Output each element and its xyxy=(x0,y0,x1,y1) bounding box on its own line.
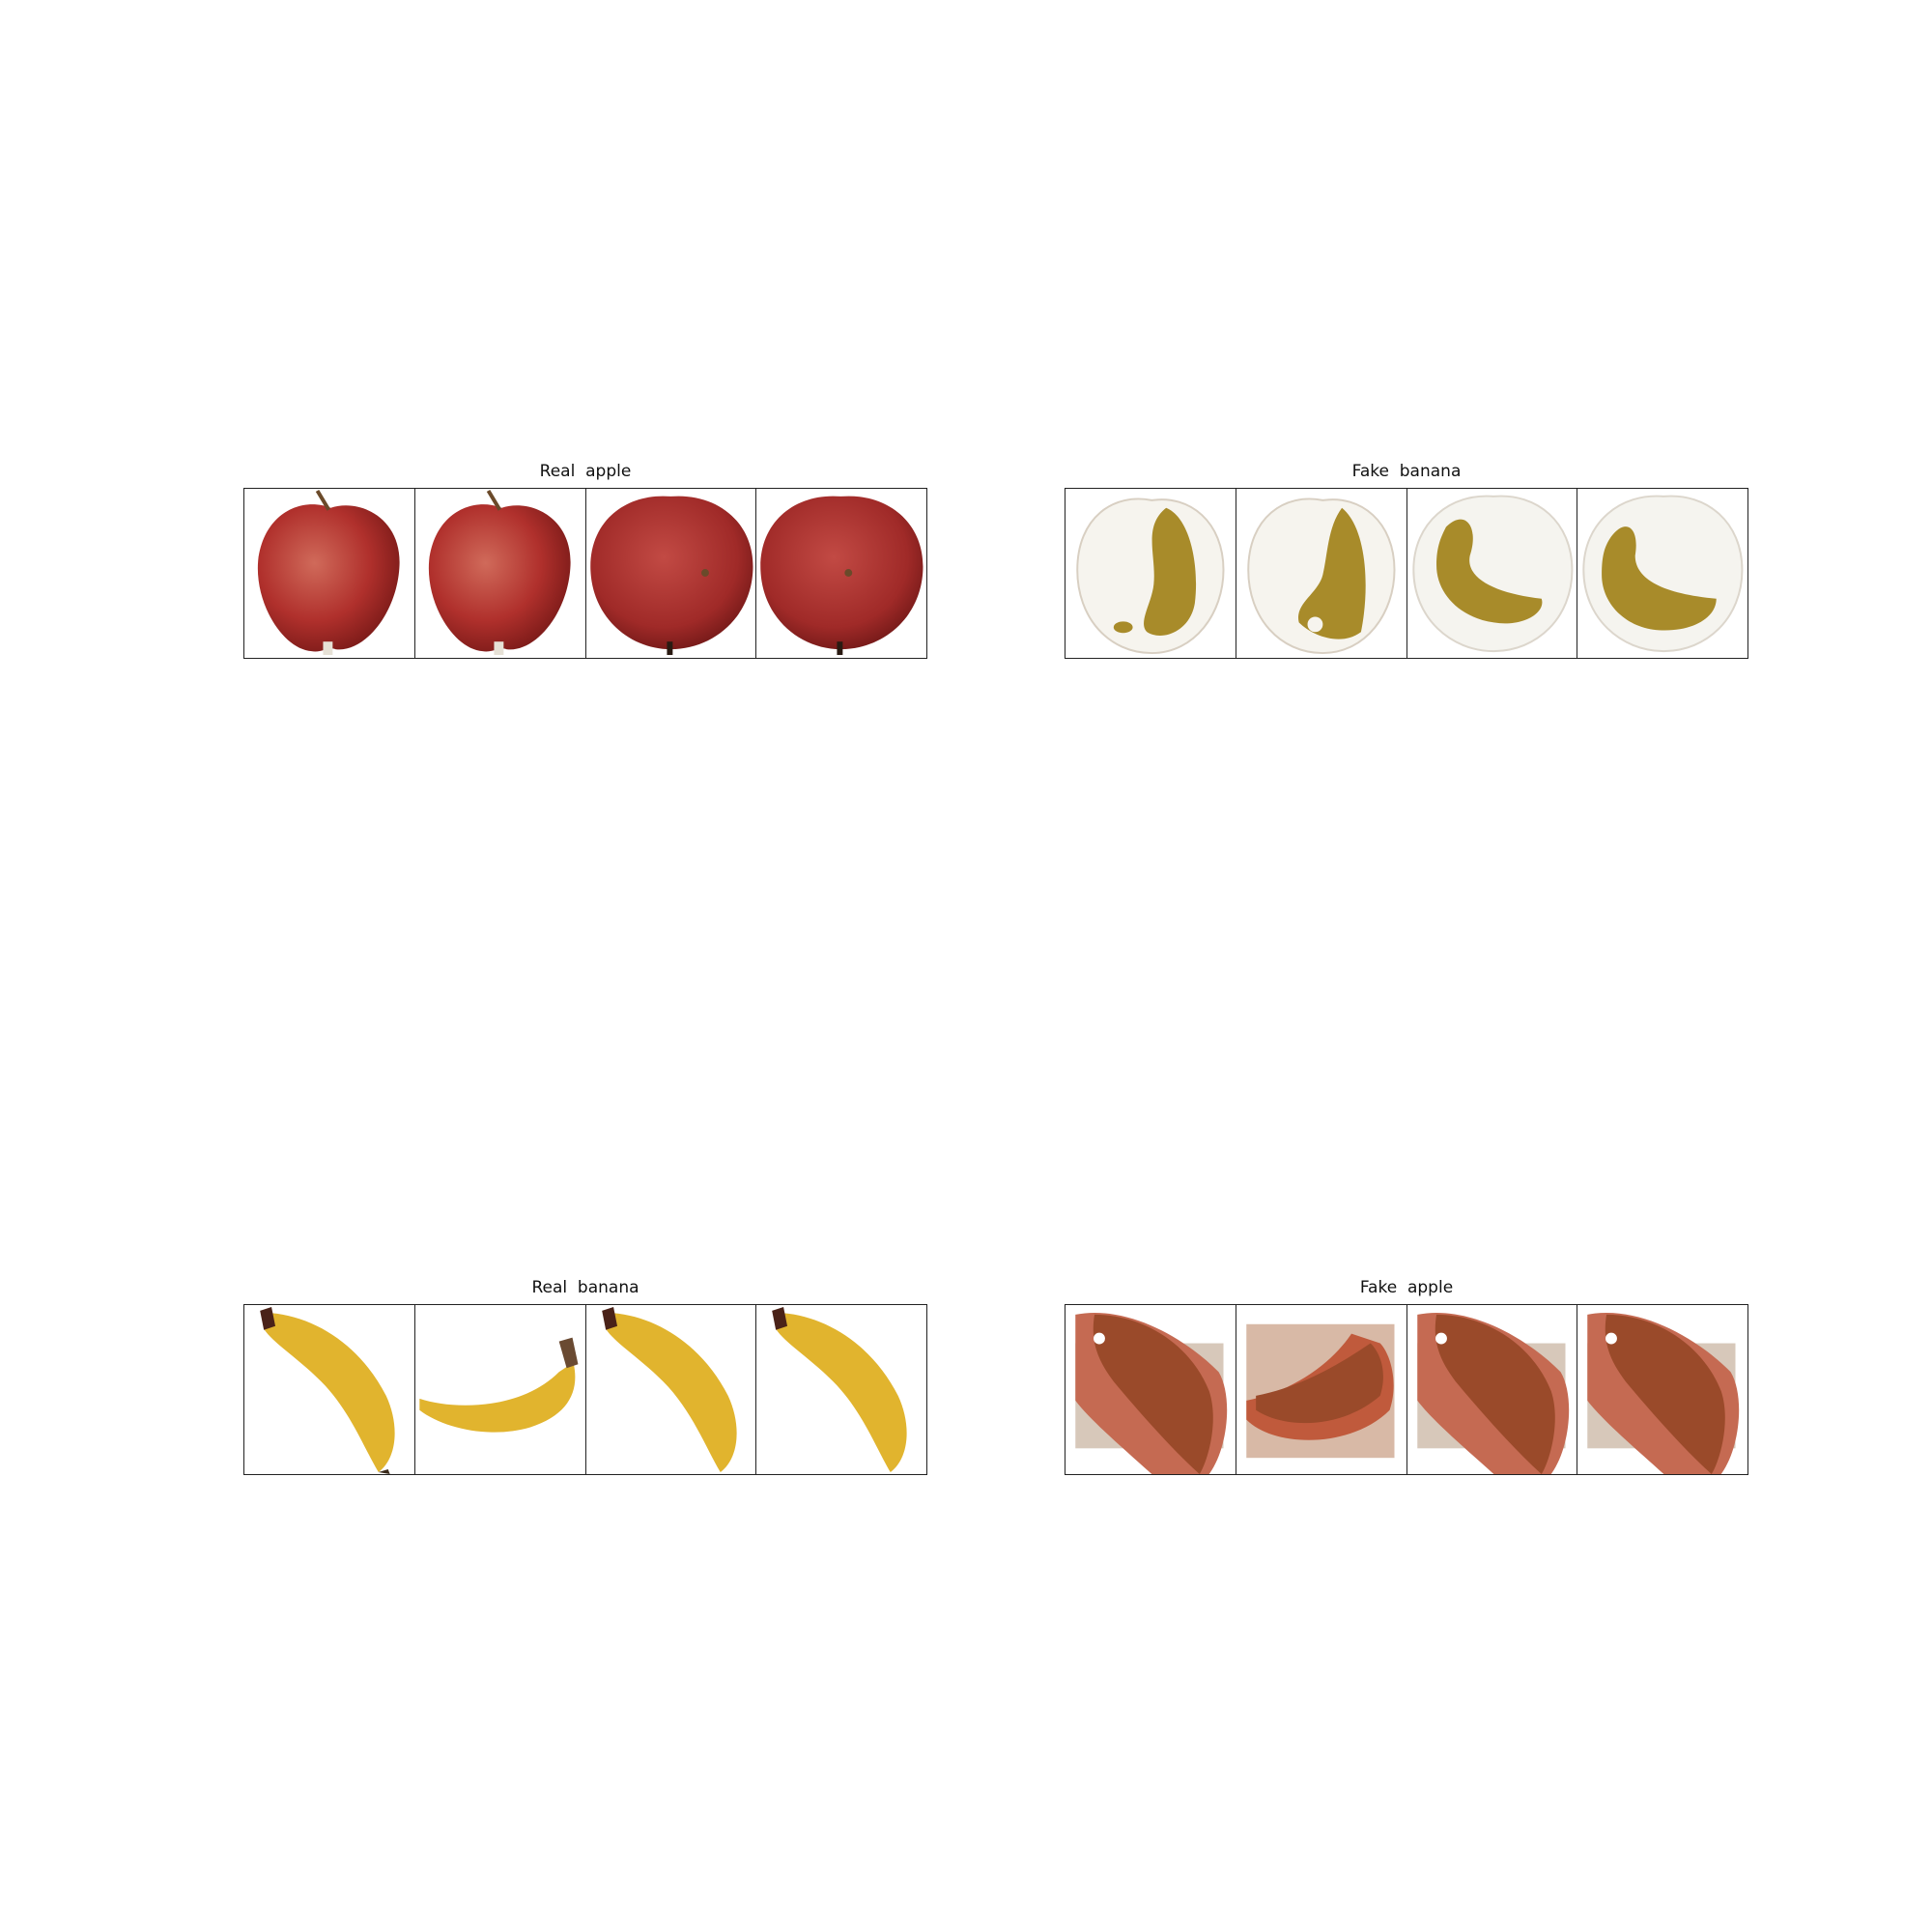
panel-fake-banana: Fake banana xyxy=(1065,462,1748,659)
generated-image xyxy=(1236,1305,1407,1474)
banana-image xyxy=(414,1305,586,1474)
image-strip xyxy=(243,488,927,659)
image-strip xyxy=(1065,488,1748,659)
panel-title: Real banana xyxy=(531,1278,639,1297)
banana-image xyxy=(585,1305,757,1474)
apple-image xyxy=(756,489,926,658)
panel-real-apple: Real apple xyxy=(243,462,927,659)
generated-image xyxy=(1577,489,1747,658)
panel-title: Fake apple xyxy=(1359,1278,1454,1297)
panel-title: Real apple xyxy=(539,462,632,481)
generated-image xyxy=(1577,1305,1747,1474)
generated-image xyxy=(1406,1305,1578,1474)
image-strip xyxy=(243,1304,927,1475)
generated-image xyxy=(1065,489,1236,658)
banana-image xyxy=(756,1305,926,1474)
panel-title: Fake banana xyxy=(1351,462,1462,481)
image-strip xyxy=(1065,1304,1748,1475)
apple-image xyxy=(244,489,415,658)
apple-image xyxy=(585,489,757,658)
generated-image xyxy=(1406,489,1578,658)
generated-image xyxy=(1236,489,1407,658)
panel-fake-apple: Fake apple xyxy=(1065,1278,1748,1475)
apple-image xyxy=(414,489,586,658)
banana-image xyxy=(244,1305,415,1474)
generated-image xyxy=(1065,1305,1236,1474)
panel-real-banana: Real banana xyxy=(243,1278,927,1475)
